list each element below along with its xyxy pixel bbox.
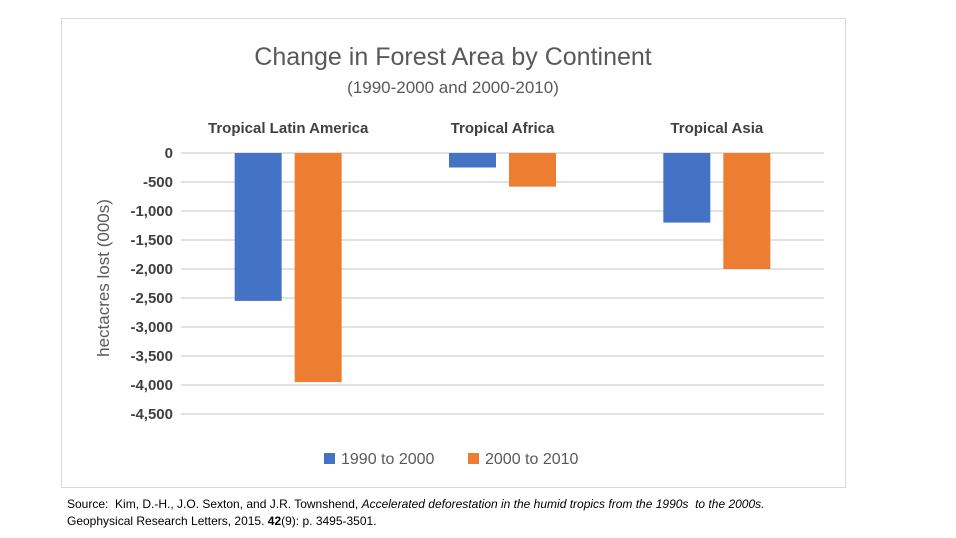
source-article-title: Accelerated deforestation in the humid t… — [361, 497, 765, 511]
y-axis-label: hectacres lost (000s) — [94, 199, 113, 357]
y-tick-label: -1,000 — [130, 203, 173, 220]
legend-label: 1990 to 2000 — [341, 451, 435, 468]
y-tick-label: -3,500 — [130, 348, 173, 365]
y-tick-label: -4,500 — [130, 406, 173, 423]
bar-series1 — [234, 153, 282, 301]
bar-series2 — [509, 153, 556, 187]
bar-chart: Change in Forest Area by Continent (1990… — [94, 43, 824, 468]
y-tick-label: 0 — [165, 145, 173, 162]
bar-series1 — [663, 153, 711, 223]
chart-title: Change in Forest Area by Continent — [254, 43, 652, 71]
legend-swatch — [468, 453, 479, 464]
y-axis-ticks: 0 -500 -1,000 -1,500 -2,000 -2,500 -3,000 -3,50… — [130, 145, 173, 423]
y-tick-label: -2,500 — [130, 290, 173, 307]
bar-series2 — [294, 153, 342, 383]
y-tick-label: -3,000 — [130, 319, 173, 336]
bars — [234, 153, 771, 383]
bar-series2 — [723, 153, 771, 269]
category-label: Tropical Latin America — [208, 120, 369, 137]
legend-swatch — [324, 453, 335, 464]
chart-container: Change in Forest Area by Continent (1990… — [61, 18, 846, 488]
bar-series1 — [449, 153, 496, 168]
y-tick-label: -4,000 — [130, 377, 173, 394]
source-volume: 42 — [267, 514, 282, 528]
legend-label: 2000 to 2010 — [485, 451, 579, 468]
source-prefix: Source: Kim, D.-H., J.O. Sexton, and J.R… — [67, 497, 362, 511]
chart-subtitle: (1990-2000 and 2000-2010) — [347, 78, 559, 97]
y-tick-label: -1,500 — [130, 232, 173, 249]
source-journal: Geophysical Research Letters, 2015. — [67, 514, 268, 528]
y-tick-label: -500 — [143, 174, 173, 191]
gridlines — [181, 152, 824, 415]
category-label: Tropical Asia — [670, 120, 763, 137]
source-pages: (9): p. 3495-3501. — [281, 514, 377, 528]
source-citation: Source: Kim, D.-H., J.O. Sexton, and J.R… — [67, 496, 937, 530]
category-label: Tropical Africa — [451, 120, 555, 137]
legend: 1990 to 2000 2000 to 2010 — [324, 451, 579, 468]
y-tick-label: -2,000 — [130, 261, 173, 278]
category-labels: Tropical Latin America Tropical Africa Tro… — [208, 120, 764, 137]
